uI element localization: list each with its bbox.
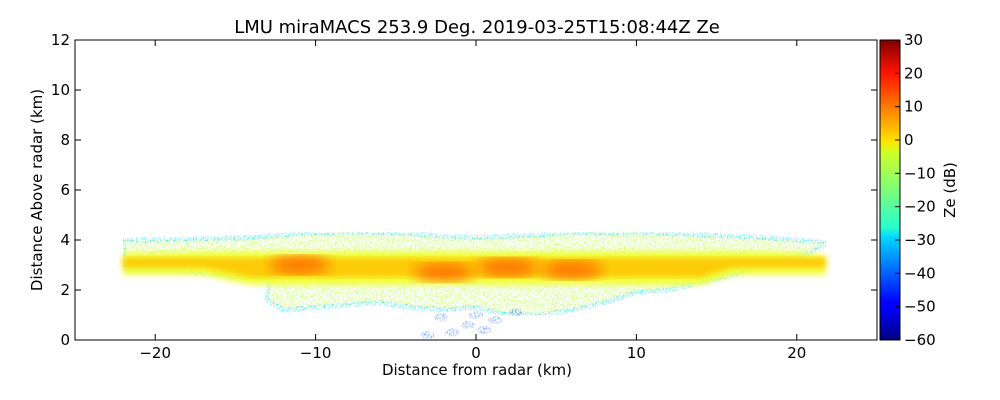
low-ze-echo [469, 311, 483, 319]
high-ze-core [269, 256, 330, 274]
y-tick-label: 12 [51, 31, 70, 49]
colorbar-tick-label: −10 [904, 164, 936, 182]
colorbar-tick-label: −40 [904, 264, 936, 282]
y-axis-label: Distance Above radar (km) [28, 89, 46, 291]
colorbar-ticks: −60 −50 −40 −30 −20 −10 0 10 20 30 [895, 31, 936, 349]
low-ze-echo [509, 308, 524, 317]
colorbar-tick-label: −30 [904, 231, 936, 249]
chart-title: LMU miraMACS 253.9 Deg. 2019-03-25T15:08… [234, 17, 720, 38]
layer-edge-low-ze [120, 230, 829, 318]
colorbar-tick-label: −20 [904, 198, 936, 216]
low-ze-echo [420, 331, 435, 339]
colorbar-tick-label: 30 [904, 31, 923, 49]
x-tick-label: −20 [139, 344, 171, 362]
low-ze-echo [433, 313, 448, 322]
colorbar-tick-label: 20 [904, 64, 923, 82]
x-tick-label: 10 [627, 344, 646, 362]
x-tick-label: 20 [787, 344, 806, 362]
high-ze-core [478, 258, 539, 277]
colorbar-gradient [879, 39, 901, 341]
colorbar: −60 −50 −40 −30 −20 −10 0 10 20 30 Ze (dB) [879, 31, 959, 349]
low-ze-echo [444, 328, 459, 337]
x-tick-label: −10 [300, 344, 332, 362]
y-tick-label: 10 [51, 81, 70, 99]
y-tick-label: 6 [60, 181, 70, 199]
colorbar-tick-label: 0 [904, 131, 914, 149]
y-tick-label: 0 [60, 331, 70, 349]
high-ze-core [542, 261, 603, 279]
low-ze-echo [488, 316, 503, 324]
colorbar-tick-label: −50 [904, 298, 936, 316]
colorbar-tick-label: 10 [904, 98, 923, 116]
reflectivity-field [120, 230, 829, 339]
y-tick-label: 4 [60, 231, 70, 249]
y-axis-ticks: 0 2 4 6 8 10 12 [51, 31, 877, 349]
x-axis-ticks: −20 −10 0 10 20 [139, 40, 806, 362]
y-tick-label: 2 [60, 281, 70, 299]
x-tick-label: 0 [471, 344, 481, 362]
y-tick-label: 8 [60, 131, 70, 149]
high-ze-core [413, 263, 474, 282]
x-axis-label: Distance from radar (km) [382, 361, 572, 379]
colorbar-label: Ze (dB) [941, 162, 959, 218]
colorbar-tick-label: −60 [904, 331, 936, 349]
low-ze-echo [460, 321, 475, 329]
low-ze-echo [477, 326, 492, 334]
plot-area [75, 40, 877, 340]
